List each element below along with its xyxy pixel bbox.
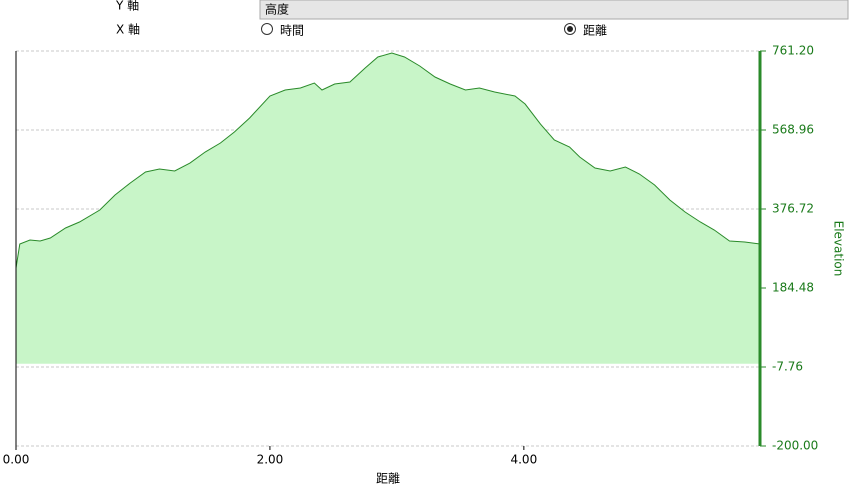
x-tick-label: 0.00 [3,453,30,467]
y-axis-label: Y 軸 [115,0,139,13]
x-tick-label: 2.00 [257,453,284,467]
y-axis-value: 高度 [265,2,289,17]
radio-label: 時間 [280,24,304,38]
radio-dot [567,26,573,32]
area-fill [16,53,760,364]
y-tick-label: 761.20 [772,44,814,58]
radio-group: 時間 距離 [261,23,607,38]
y-tick-label: -7.76 [772,360,803,374]
y-tick-label: 376.72 [772,202,814,216]
y-axis-title: Elevation [832,221,846,277]
y-tick-label: -200.00 [772,439,818,453]
radio-label: 距離 [583,24,607,38]
chart: 761.20 568.96 376.72 184.48 -7.76 -200.00 0.00… [3,44,846,486]
y-axis-select[interactable] [259,0,849,20]
radio-button[interactable] [261,23,273,35]
x-axis-title: 距離 [376,472,400,486]
x-tick-label: 4.00 [510,453,537,467]
area-line [15,52,761,269]
x-axis-label: X 軸 [116,23,140,37]
y-tick-label: 184.48 [772,281,814,295]
y-tick-label: 568.96 [772,123,814,137]
